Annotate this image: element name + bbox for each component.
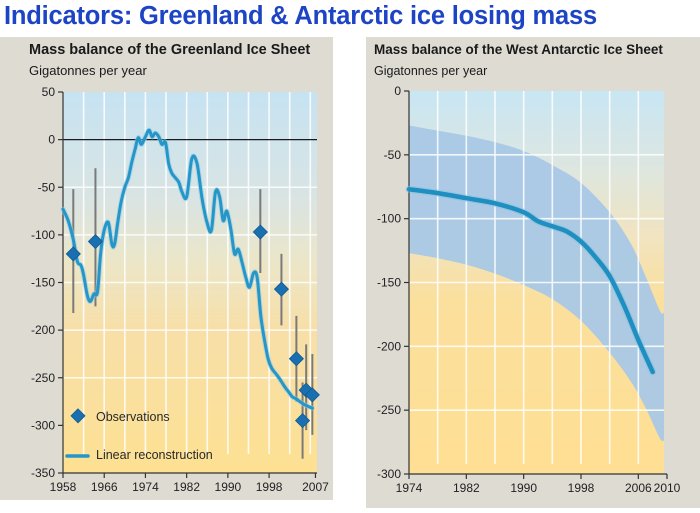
west-antarctic-chart-title: Mass balance of the West Antarctic Ice S… [374, 42, 663, 57]
x-tick-label: 2006 [625, 481, 652, 495]
greenland-chart-title: Mass balance of the Greenland Ice Sheet [29, 42, 311, 58]
x-tick-label: 1982 [173, 480, 200, 494]
y-tick-label: -250 [377, 403, 401, 417]
x-tick-label: 1966 [91, 480, 118, 494]
legend-label-linear-reconstruction: Linear reconstruction [96, 448, 213, 462]
x-tick-label: 2010 [654, 481, 681, 495]
y-tick-label: -350 [31, 466, 55, 480]
greenland-y-axis-label: Gigatonnes per year [29, 63, 147, 78]
y-tick-label: -100 [377, 212, 401, 226]
y-tick-label: -150 [31, 276, 55, 290]
observation-marker [288, 351, 304, 367]
west-antarctic-y-axis-label: Gigatonnes per year [374, 64, 488, 78]
observation-marker [304, 387, 320, 403]
y-tick-label: -150 [377, 276, 401, 290]
legend-label-observations: Observations [96, 410, 170, 424]
y-tick-label: -200 [377, 339, 401, 353]
y-tick-label: -300 [377, 467, 401, 481]
x-tick-label: 1982 [453, 481, 480, 495]
x-tick-label: 1990 [215, 480, 242, 494]
reconstruction-line [61, 128, 314, 410]
x-tick-label: 1990 [510, 481, 537, 495]
mass-balance-line [406, 187, 655, 375]
y-tick-label: -50 [384, 148, 402, 162]
y-tick-label: -200 [31, 323, 55, 337]
y-tick-label: 0 [48, 133, 55, 147]
y-tick-label: 50 [42, 85, 56, 99]
page-title: Indicators: Greenland & Antarctic ice lo… [4, 2, 597, 30]
x-tick-label: 2007 [302, 480, 329, 494]
x-tick-label: 1958 [50, 480, 77, 494]
observation-marker [273, 281, 290, 297]
y-tick-label: -100 [31, 228, 55, 242]
observation-marker [65, 246, 81, 262]
observation-marker [298, 382, 314, 398]
x-tick-label: 1974 [132, 480, 159, 494]
y-tick-label: -50 [38, 180, 56, 194]
observation-marker [87, 233, 104, 250]
x-tick-label: 1998 [256, 480, 283, 494]
legend-diamond-icon [70, 408, 86, 424]
x-tick-label: 1974 [396, 481, 423, 495]
y-tick-label: -300 [31, 418, 55, 432]
observation-marker [295, 413, 311, 429]
x-tick-label: 1998 [568, 481, 595, 495]
observation-marker [252, 224, 268, 240]
y-tick-label: 0 [394, 84, 401, 98]
y-tick-label: -250 [31, 371, 55, 385]
